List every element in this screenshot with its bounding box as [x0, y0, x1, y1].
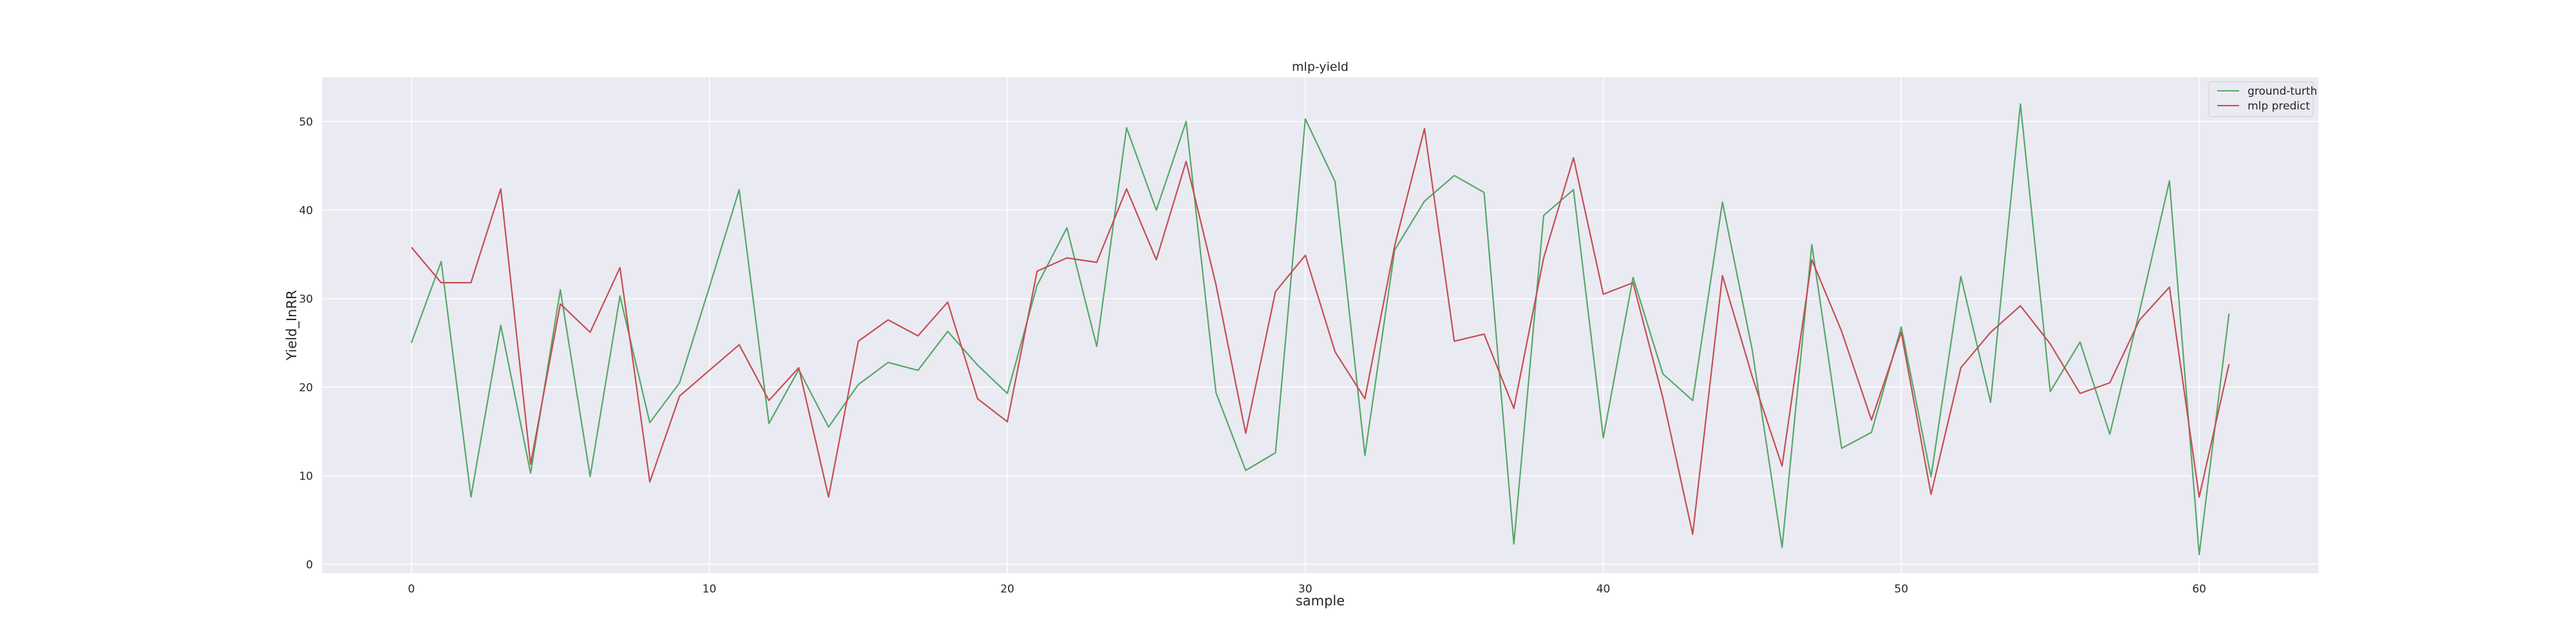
y-tick-label: 0: [306, 558, 313, 571]
x-tick-label: 20: [1000, 583, 1014, 596]
y-tick-label: 50: [299, 116, 313, 129]
series-group: [410, 103, 2230, 556]
y-tick-label: 30: [299, 293, 313, 306]
legend-label-ground-turth: ground-turth: [2248, 85, 2317, 98]
x-tick-label: 30: [1298, 583, 1312, 596]
chart-title: mlp-yield: [1292, 60, 1349, 74]
grid: [322, 77, 2318, 573]
x-tick-label: 40: [1596, 583, 1611, 596]
series-line-ground-turth: [410, 103, 2230, 556]
plot-area: [322, 77, 2318, 573]
x-axis-label: sample: [1296, 593, 1345, 609]
y-tick-label: 10: [299, 470, 313, 483]
legend-label-mlp-predict: mlp predict: [2248, 100, 2310, 113]
legend: ground-turth mlp predict: [2208, 81, 2317, 117]
y-tick-label: 20: [299, 381, 313, 394]
x-tick-label: 10: [703, 583, 717, 596]
y-tick-label: 40: [299, 204, 313, 217]
y-axis-label: Yield_InRR: [284, 290, 300, 361]
tick-labels: 0 10 20 30 40 50 60 0 10 20 30 40 50: [299, 116, 2206, 596]
series-line-mlp-predict: [410, 128, 2230, 535]
x-tick-label: 0: [408, 583, 415, 596]
x-tick-label: 50: [1894, 583, 1908, 596]
x-tick-label: 60: [2192, 583, 2206, 596]
